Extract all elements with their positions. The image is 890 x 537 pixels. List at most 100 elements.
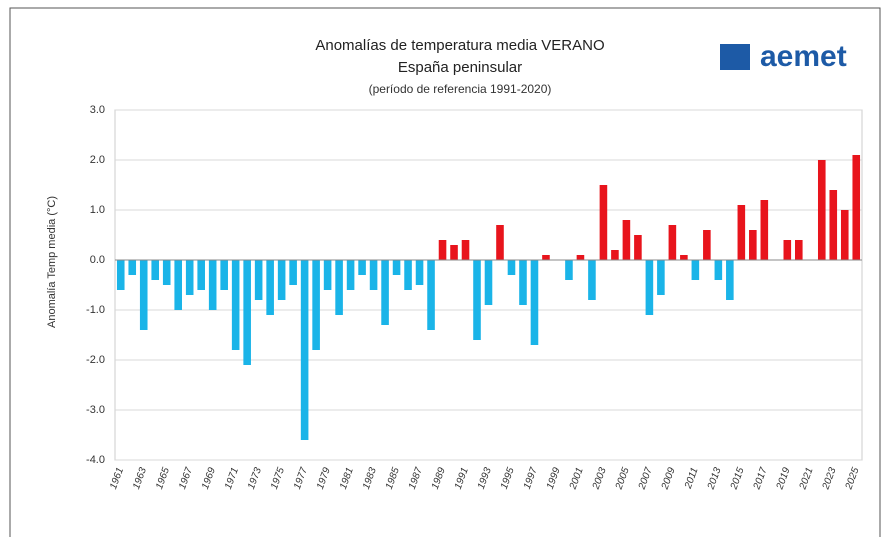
bar [197,260,205,290]
x-tick-label: 1973 [246,466,264,491]
bar [438,240,447,260]
x-tick-label: 2011 [683,466,701,491]
bar [852,155,861,260]
bar [220,260,228,290]
bar [783,240,792,260]
bar [829,190,838,260]
x-tick-label: 1963 [131,466,149,491]
bar [151,260,160,280]
x-tick-label: 1979 [315,466,333,491]
x-tick-label: 1977 [292,466,310,491]
bar [519,260,527,305]
x-tick-label: 1981 [338,466,356,491]
bar [415,260,424,285]
y-tick-label: -1.0 [86,304,105,316]
x-tick-label: 2003 [590,466,608,492]
bar [174,260,183,310]
x-tick-label: 1969 [200,466,218,491]
bar [588,260,596,300]
logo: aemet [760,40,847,73]
bar [369,260,378,290]
bar [817,160,826,260]
bar [277,260,286,300]
bar [565,260,573,280]
bar [576,255,585,260]
bar [703,230,711,260]
bar [243,260,251,365]
bar [128,260,137,275]
x-tick-label: 1995 [499,466,517,491]
bar [289,260,297,285]
bar [507,260,516,275]
bar [450,245,458,260]
bar [737,205,746,260]
bar [346,260,355,290]
x-tick-label: 1983 [361,466,379,491]
bar [530,260,539,345]
y-tick-label: 3.0 [90,104,105,116]
bar [634,235,642,260]
bar [461,240,470,260]
bar [404,260,412,290]
x-tick-label: 1961 [108,466,126,491]
x-tick-label: 2021 [797,466,815,492]
x-tick-label: 1999 [545,466,563,491]
x-tick-label: 1971 [223,466,241,491]
y-tick-label: 0.0 [90,254,105,266]
y-tick-label: -3.0 [86,404,105,416]
x-tick-label: 2023 [820,466,838,492]
x-tick-label: 2007 [636,466,654,492]
x-tick-label: 2015 [728,466,746,492]
x-tick-label: 1965 [154,466,172,491]
chart-subtitle: España peninsular [398,59,522,76]
bar [208,260,217,310]
bar [116,260,125,290]
bar [726,260,734,300]
logo-icon [720,44,750,70]
bar [668,225,677,260]
x-tick-label: 2001 [567,466,585,492]
y-tick-label: -2.0 [86,354,105,366]
chart-note: (período de referencia 1991-2020) [369,82,552,96]
bar [599,185,608,260]
x-tick-label: 1993 [476,466,494,491]
bar [312,260,320,350]
x-tick-label: 2017 [751,466,769,492]
y-tick-label: -4.0 [86,454,105,466]
chart-title: Anomalías de temperatura media VERANO [315,37,604,54]
x-tick-label: 1985 [384,466,402,491]
bar [760,200,769,260]
bar [542,255,550,260]
bar [185,260,194,295]
bar [392,260,401,275]
bar [645,260,654,315]
bar [231,260,240,350]
x-tick-label: 2019 [774,466,792,492]
bar [139,260,148,330]
bar [162,260,171,285]
bar [714,260,723,280]
y-tick-label: 1.0 [90,204,105,216]
bar [266,260,274,315]
frame [9,7,881,537]
bar [323,260,332,290]
y-tick-label: 2.0 [90,154,105,166]
bar [691,260,700,280]
bar [749,230,757,260]
bar [794,240,803,260]
bar [300,260,309,440]
bar [622,220,631,260]
x-tick-label: 2005 [613,466,631,492]
bar [484,260,493,305]
bar [427,260,435,330]
bar [254,260,263,300]
x-tick-label: 2013 [705,466,723,492]
x-tick-label: 1997 [522,466,540,491]
bar [358,260,366,275]
bar [680,255,688,260]
x-tick-label: 1967 [177,466,195,491]
x-tick-label: 1991 [453,466,471,491]
x-tick-label: 1989 [430,466,448,491]
bar [473,260,481,340]
bar [381,260,389,325]
